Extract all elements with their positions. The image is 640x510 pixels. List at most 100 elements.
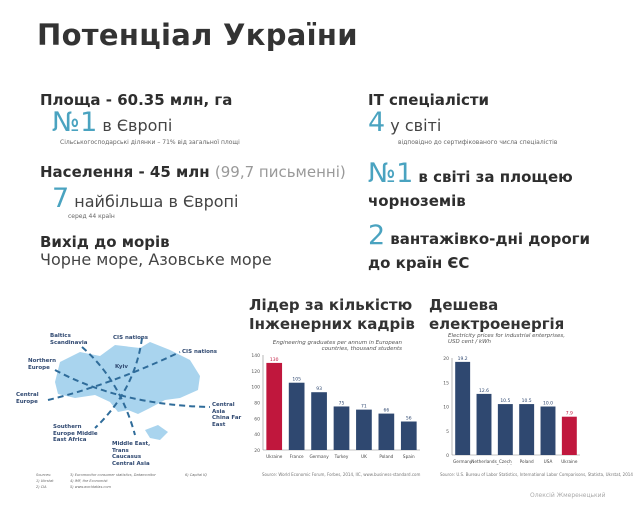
data-label: 19.2 bbox=[458, 356, 468, 362]
x-tick-label: Netherlands bbox=[471, 459, 497, 464]
chart2-heading: Дешева електроенергія bbox=[429, 296, 565, 333]
y-tick-label: 140 bbox=[251, 353, 260, 359]
source-line: 5) www.worldatlas.com bbox=[70, 485, 111, 489]
source-line: 4) IMF, the Economist bbox=[70, 479, 108, 483]
x-tick-label: Poland bbox=[520, 459, 534, 464]
bar-ukraine bbox=[266, 362, 283, 450]
map-label: Central Asia China Far East bbox=[212, 402, 242, 428]
data-label: 93 bbox=[316, 386, 322, 392]
x-tick-label: Germany bbox=[309, 454, 329, 459]
bar-germany bbox=[455, 361, 471, 455]
bar-ukraine bbox=[561, 416, 577, 455]
x-tick-label: Ukraine bbox=[561, 459, 578, 464]
population-note: серед 44 країн bbox=[68, 213, 115, 220]
sea-text: Чорне море, Азовське море bbox=[40, 250, 272, 269]
route-line bbox=[47, 351, 181, 401]
y-tick-label: 40 bbox=[254, 432, 260, 438]
map-label: CIS nations bbox=[113, 335, 149, 341]
data-label: 75 bbox=[339, 400, 345, 406]
y-tick-label: 0 bbox=[446, 453, 449, 459]
bar-germany bbox=[311, 392, 327, 450]
ukraine-shape bbox=[55, 342, 200, 414]
source-line: 6) Capital IQ bbox=[185, 473, 207, 477]
data-label: 130 bbox=[270, 357, 279, 363]
sea-heading: Вихід до морів bbox=[40, 233, 170, 251]
y-tick-label: 20 bbox=[443, 356, 449, 362]
population-heading: Населення - 45 млн (99,7 письменні) bbox=[40, 163, 346, 181]
area-heading: Площа - 60.35 млн, га bbox=[40, 91, 233, 109]
map-label: Northern Europe bbox=[28, 358, 56, 371]
y-tick-label: 80 bbox=[254, 401, 260, 407]
road-rank: 2 bbox=[368, 220, 386, 251]
y-tick-label: 60 bbox=[254, 416, 260, 422]
y-tick-label: 120 bbox=[251, 369, 260, 375]
bar-czech-republic bbox=[497, 404, 513, 455]
map-label: Baltics Scandinavia bbox=[50, 333, 88, 346]
page-title: Потенціал України bbox=[37, 18, 358, 52]
source-line: 1) Ukrstat bbox=[36, 479, 54, 483]
soil-text: в світі за площею чорноземів bbox=[368, 168, 573, 210]
data-label: 12.6 bbox=[479, 388, 489, 394]
bar-usa bbox=[540, 406, 556, 455]
source-line: 3) Euromonitor consumer statistics, Data… bbox=[70, 473, 156, 477]
population-rank-text: найбільша в Європі bbox=[74, 192, 239, 211]
data-label: 10.5 bbox=[522, 398, 532, 404]
y-tick-label: 15 bbox=[443, 380, 449, 386]
chart2-source: Source: U.S. Bureau of Labor Statistics,… bbox=[440, 472, 633, 477]
x-tick-label: Poland bbox=[379, 454, 393, 459]
bar-spain bbox=[400, 421, 417, 450]
data-label: 105 bbox=[292, 377, 301, 383]
data-label: 10.5 bbox=[500, 398, 510, 404]
data-label: 7.9 bbox=[566, 411, 573, 417]
chart2-electricity: 0 5 10 15 20 19.2 Germany 12.6 Netherlands 10.5 Cz… bbox=[443, 356, 580, 465]
bar-poland bbox=[519, 404, 535, 455]
it-rank-text: у світі bbox=[390, 116, 442, 135]
area-note: Сільськогосподарські ділянки – 71% від з… bbox=[60, 139, 240, 146]
x-tick-label: Spain bbox=[403, 454, 415, 459]
chart1-heading: Лідер за кількістю Інженерних кадрів bbox=[249, 296, 415, 333]
map-label: Kyiv bbox=[115, 364, 128, 370]
x-tick-label: Germany bbox=[453, 459, 473, 464]
ukraine-map: Sources: 1) Ukrstat 2) CIA 3) Euromonito… bbox=[36, 337, 211, 489]
x-tick-label: Republic bbox=[496, 464, 515, 465]
chart1-engineers: 20 40 60 80 100 120 140 130 Ukraine 105 France 93 Ge… bbox=[251, 353, 420, 459]
area-rank-text: в Європі bbox=[102, 116, 173, 135]
x-tick-label: France bbox=[290, 454, 304, 459]
route-line bbox=[81, 346, 136, 436]
area-rank: №1 bbox=[52, 107, 98, 138]
chart1-source: Source: World Economic Forum, Forbes, 20… bbox=[262, 472, 421, 477]
data-label: 56 bbox=[406, 416, 412, 422]
chart2-caption: Electricity prices for industrial enterp… bbox=[448, 333, 565, 345]
crimea-shape bbox=[145, 425, 168, 440]
soil-rank: №1 bbox=[368, 158, 414, 189]
bar-poland bbox=[378, 413, 395, 450]
x-tick-label: Ukraine bbox=[266, 454, 283, 459]
x-tick-label: UK bbox=[361, 454, 367, 459]
map-label: Middle East, Trans Caucasus Central Asia bbox=[112, 441, 151, 467]
route-line bbox=[94, 337, 143, 429]
map-label: Southern Europe Middle East Africa bbox=[53, 424, 98, 443]
population-rank: 7 bbox=[52, 183, 70, 214]
source-line: 2) CIA bbox=[36, 485, 47, 489]
x-tick-label: Czech bbox=[499, 459, 512, 464]
chart1-caption: Engineering graduates per annum in Europ… bbox=[272, 340, 402, 352]
route-line bbox=[54, 369, 211, 408]
y-tick-label: 10 bbox=[443, 405, 449, 411]
it-rank: 4 bbox=[368, 107, 386, 138]
data-label: 10.0 bbox=[543, 401, 553, 407]
it-heading: IT спеціалісти bbox=[368, 91, 490, 109]
map-label: Central Europe bbox=[16, 392, 39, 405]
bar-france bbox=[288, 382, 305, 450]
x-tick-label: Turkey bbox=[334, 454, 349, 459]
data-label: 71 bbox=[361, 404, 367, 410]
bar-turkey bbox=[333, 406, 350, 450]
bar-netherlands bbox=[476, 393, 492, 455]
map-label: CIS nations bbox=[182, 349, 218, 355]
data-label: 66 bbox=[383, 408, 389, 414]
road-text: вантажівко-дні дороги до країн ЄС bbox=[368, 230, 590, 272]
bar-uk bbox=[356, 409, 372, 450]
source-line: Sources: bbox=[36, 473, 51, 477]
y-tick-label: 20 bbox=[254, 448, 260, 454]
x-tick-label: USA bbox=[544, 459, 553, 464]
y-tick-label: 5 bbox=[446, 429, 449, 435]
